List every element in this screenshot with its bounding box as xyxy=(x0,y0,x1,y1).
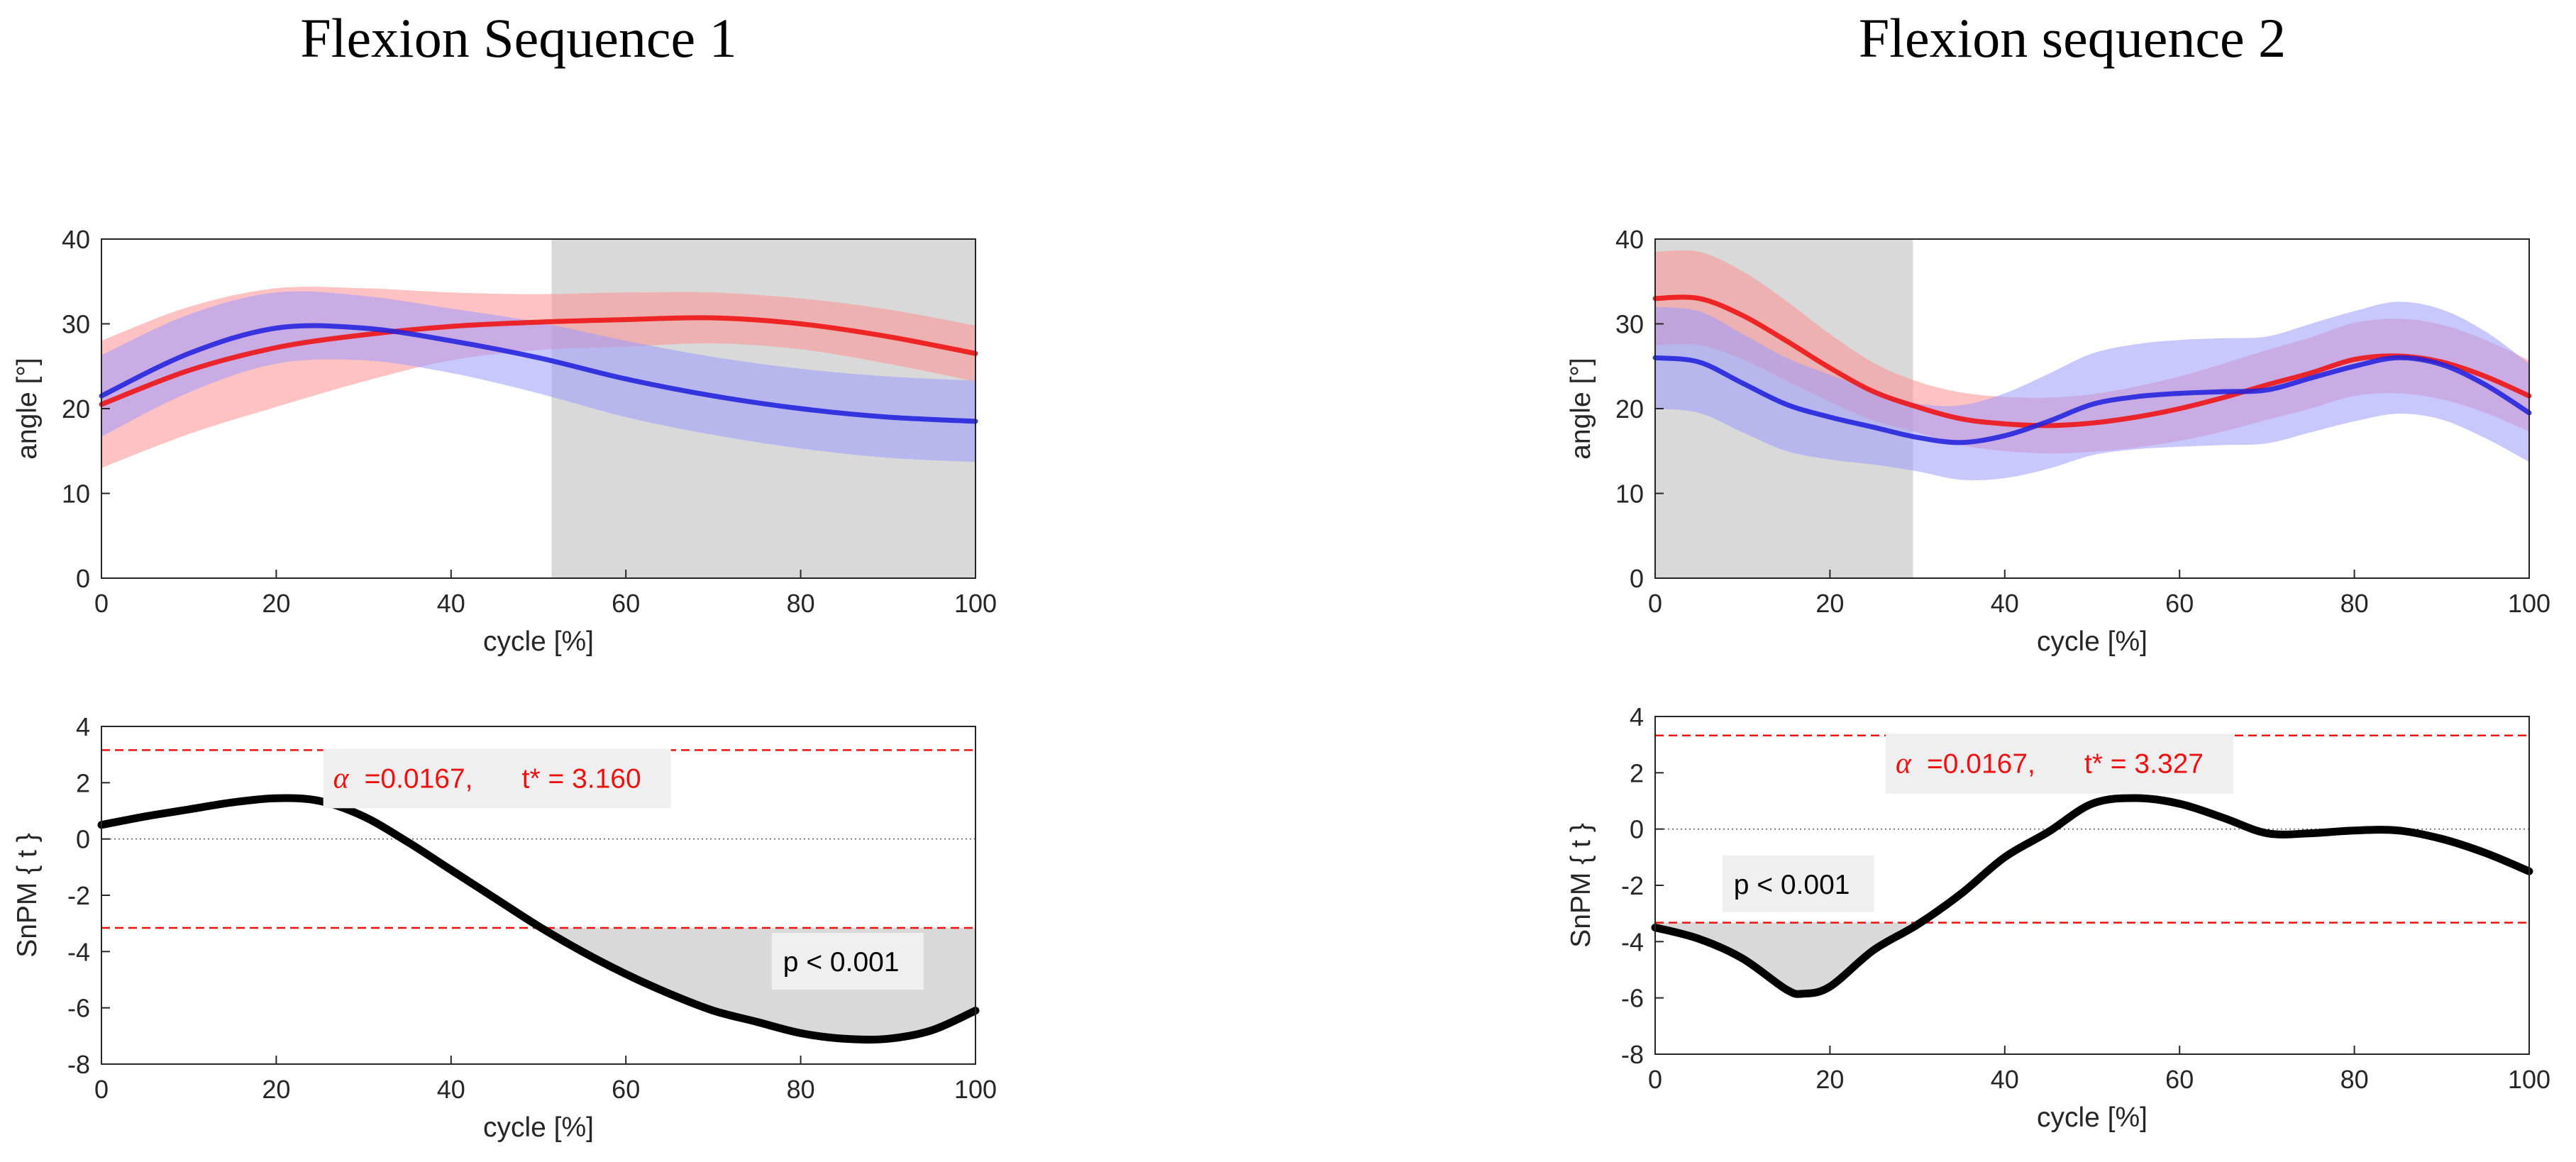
angle-plot-2-blue-sd-band xyxy=(1655,301,2529,481)
angle-plot-2-red-mean-line xyxy=(1652,294,2532,428)
spm-plot-2-alpha-value: =0.0167, xyxy=(1927,749,2035,780)
spm-plot-2-xtick-label: 60 xyxy=(2165,1065,2194,1094)
spm-plot-1-ytick-label: -6 xyxy=(67,994,90,1023)
angle-plot-1-xtick-label: 60 xyxy=(612,589,640,618)
spm-plot-1-ytick-label: 4 xyxy=(76,712,90,741)
spm-plot-1-xtick-label: 80 xyxy=(787,1075,815,1104)
angle-plot-1-ytick-label: 20 xyxy=(62,394,90,424)
column-1: Flexion Sequence 10 20 40 60 80 100010203040c… xyxy=(12,7,997,1143)
angle-plot-2-ytick-label: 30 xyxy=(1615,310,1644,339)
spm-plot-1-ytick-label: -4 xyxy=(67,937,90,966)
angle-plot-2: 0 20 40 60 80 100 0 10 20 30 40 cycle [%] angle [°] xyxy=(1566,225,2550,657)
spm-plot-2-xtick-label: 40 xyxy=(1991,1065,2019,1094)
spm-plot-2-alpha-symbol: α xyxy=(1896,748,1912,780)
angle-plot-2-xtick-label: 0 xyxy=(1648,589,1662,618)
spm-plot-2-xtick-label: 20 xyxy=(1815,1065,1844,1094)
spm-plot-1-threshold-annotation-box xyxy=(323,748,671,809)
spm-plot-2-p-value-label: p < 0.001 xyxy=(1734,870,1850,900)
spm-plot-2-cluster-shading xyxy=(1655,922,1920,994)
angle-plot-2-xtick-label: 20 xyxy=(1815,589,1844,618)
spm-plot-1-xtick-label: 60 xyxy=(612,1075,640,1104)
angle-plot-2-xtick-label: 80 xyxy=(2340,589,2369,618)
angle-plot-2-ytick-label: 40 xyxy=(1615,225,1644,254)
angle-plot-1-blue-sd-band xyxy=(101,291,975,463)
spm-plot-1-t-statistic-curve xyxy=(97,794,980,1044)
spm-plot-1-xtick-label: 0 xyxy=(94,1075,109,1104)
angle-plot-1-xtick-label: 20 xyxy=(262,589,290,618)
angle-plot-1-red-mean-line xyxy=(99,315,978,407)
spm-plot-2-ytick-label: 2 xyxy=(1630,758,1644,787)
spm-plot-1-ytick-label: -2 xyxy=(67,881,90,910)
angle-plot-2-xtick-label: 100 xyxy=(2508,589,2550,618)
spm-plot-2-threshold-annotation-box xyxy=(1885,734,2233,794)
spm-plot-1-xtick-label: 20 xyxy=(262,1075,290,1104)
angle-plot-1: 0 20 40 60 80 100 0 10 20 30 40 cycle [%] angle [°] xyxy=(12,225,997,657)
spm-plot-2-ytick-label: 0 xyxy=(1630,815,1644,844)
spm-plot-1-alpha-value: =0.0167, xyxy=(365,763,473,794)
spm-plot-2-ytick-label: 4 xyxy=(1630,702,1644,731)
angle-plot-2-ytick-label: 20 xyxy=(1615,394,1644,424)
angle-plot-2-xtick-label: 60 xyxy=(2165,589,2194,618)
spm-plot-1-ytick-label: 0 xyxy=(76,825,90,854)
spm-plot-2-xtick-label: 0 xyxy=(1648,1065,1662,1094)
spm-plot-1-x-axis-label: cycle [%] xyxy=(483,1112,594,1143)
spm-plot-2-ytick-label: -2 xyxy=(1621,871,1644,900)
angle-plot-2-ytick-label: 10 xyxy=(1615,480,1644,509)
angle-plot-1-ytick-label: 10 xyxy=(62,480,90,509)
spm-plot-2-y-axis-label: SnPM { t } xyxy=(1566,823,1596,948)
angle-plot-2-y-axis-label: angle [°] xyxy=(1566,358,1596,460)
angle-plot-1-ytick-label: 30 xyxy=(62,310,90,339)
angle-plot-2-x-axis-label: cycle [%] xyxy=(2037,626,2147,657)
spm-plot-2-xtick-label: 100 xyxy=(2508,1065,2550,1094)
angle-plot-1-xtick-label: 40 xyxy=(437,589,465,618)
spm-plot-2-t-statistic-curve xyxy=(1651,794,2533,998)
angle-plot-1-xtick-label: 0 xyxy=(94,589,109,618)
figure-title-2: Flexion sequence 2 xyxy=(1859,7,2286,69)
angle-plot-1-xtick-label: 80 xyxy=(787,589,815,618)
spm-plot-2-ytick-label: -6 xyxy=(1621,984,1644,1013)
angle-plot-1-xtick-label: 100 xyxy=(954,589,997,618)
spm-plot-1-xtick-label: 100 xyxy=(954,1075,997,1104)
angle-plot-1-ytick-label: 40 xyxy=(62,225,90,254)
angle-plot-2-xtick-label: 40 xyxy=(1991,589,2019,618)
angle-plot-1-blue-mean-line xyxy=(99,323,978,424)
angle-plot-1-y-axis-label: angle [°] xyxy=(12,358,43,460)
spm-plot-2-x-axis-label: cycle [%] xyxy=(2037,1102,2147,1133)
spm-plot-2-xtick-label: 80 xyxy=(2340,1065,2369,1094)
spm-plot-2-t-star-value: t* = 3.327 xyxy=(2084,749,2204,780)
spm-plot-1-y-axis-label: SnPM { t } xyxy=(12,833,43,958)
spm-plot-1-alpha-symbol: α xyxy=(333,762,350,795)
angle-plot-2-ytick-label: 0 xyxy=(1630,564,1644,593)
spm-plot-1-p-value-box xyxy=(771,933,924,990)
spm-plot-1-t-star-value: t* = 3.160 xyxy=(522,763,641,794)
spm-plot-1-p-value-label: p < 0.001 xyxy=(783,947,900,978)
spm-plot-2-ytick-label: -4 xyxy=(1621,927,1644,956)
column-2: Flexion sequence 20 20 40 60 80 100010203040c… xyxy=(1566,7,2550,1133)
angle-plot-2-blue-mean-line xyxy=(1652,355,2532,446)
angle-plot-1-x-axis-label: cycle [%] xyxy=(483,626,594,657)
spm-plot-2-p-value-box xyxy=(1722,855,1874,912)
spm-plot-1-ytick-label: -8 xyxy=(67,1050,90,1079)
spm-plot-2-ytick-label: -8 xyxy=(1621,1040,1644,1069)
spm-plot-1-ytick-label: 2 xyxy=(76,768,90,797)
figure-title-1: Flexion Sequence 1 xyxy=(300,7,736,69)
angle-plot-1-ytick-label: 0 xyxy=(76,564,90,593)
spm-plot-1-xtick-label: 40 xyxy=(437,1075,465,1104)
